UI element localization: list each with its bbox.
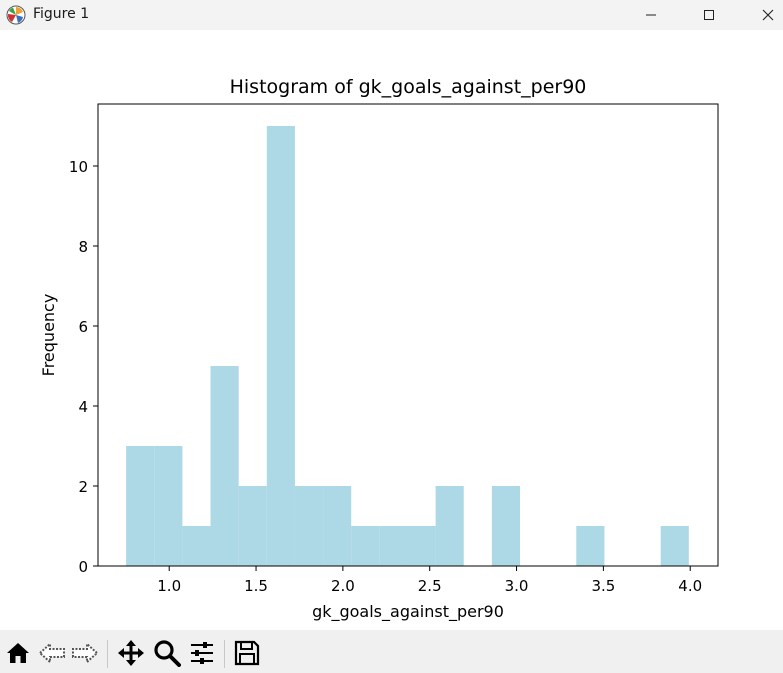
y-tick-label: 4 (78, 398, 88, 416)
histogram-bar (435, 486, 464, 566)
y-ticks-group: 0 2 4 6 8 10 (69, 158, 98, 576)
save-button[interactable] (232, 638, 262, 668)
close-button[interactable] (745, 0, 783, 30)
figure-canvas[interactable]: 1.0 1.5 2.0 2.5 3.0 3.5 4.0 0 2 4 6 8 10 Histogram … (0, 30, 783, 630)
x-tick-label: 1.5 (244, 577, 268, 595)
histogram-bar (154, 446, 183, 566)
zoom-button[interactable] (152, 638, 182, 668)
y-tick-label: 8 (78, 238, 88, 256)
minimize-icon (646, 14, 656, 16)
histogram-bar (323, 486, 352, 566)
y-axis-label: Frequency (39, 294, 58, 377)
x-tick-label: 3.5 (591, 577, 615, 595)
pan-icon (118, 640, 144, 666)
forward-button[interactable] (70, 638, 100, 668)
axes-frame (97, 103, 719, 567)
zoom-icon (154, 640, 181, 667)
x-tick-label: 4.0 (678, 577, 702, 595)
configure-subplots-icon (191, 642, 213, 664)
y-tick-label: 2 (78, 478, 88, 496)
histogram-bar (238, 486, 267, 566)
histogram-bar (407, 526, 436, 566)
histogram-bar (294, 486, 324, 566)
x-tick-label: 1.0 (157, 577, 181, 595)
histogram-bar (491, 486, 521, 566)
histogram-bar (576, 526, 605, 566)
home-icon (7, 643, 29, 663)
bars-group (126, 126, 689, 566)
title-bar: Figure 1 (0, 0, 783, 30)
x-tick-label: 2.5 (418, 577, 442, 595)
forward-icon (72, 641, 99, 665)
matplotlib-icon (6, 5, 26, 25)
y-tick-label: 10 (69, 158, 88, 176)
x-tick-label: 3.0 (505, 577, 529, 595)
back-button[interactable] (37, 638, 67, 668)
home-button[interactable] (3, 638, 33, 668)
histogram-bar (660, 526, 689, 566)
x-axis-label: gk_goals_against_per90 (312, 602, 504, 622)
x-ticks-group: 1.0 1.5 2.0 2.5 3.0 3.5 4.0 (157, 566, 702, 595)
maximize-button[interactable] (686, 0, 732, 30)
toolbar-separator (224, 640, 225, 668)
toolbar-separator (107, 640, 108, 668)
histogram-bar (266, 126, 295, 566)
histogram-bar (182, 526, 211, 566)
x-tick-label: 2.0 (331, 577, 355, 595)
navigation-toolbar (0, 630, 783, 673)
chart-title: Histogram of gk_goals_against_per90 (230, 76, 587, 98)
histogram-chart: 1.0 1.5 2.0 2.5 3.0 3.5 4.0 0 2 4 6 8 10 Histogram … (39, 76, 719, 622)
minimize-button[interactable] (628, 0, 674, 30)
window-title: Figure 1 (33, 6, 90, 22)
close-icon (762, 9, 774, 21)
histogram-bar (126, 446, 155, 566)
histogram-bar (379, 526, 408, 566)
y-tick-label: 6 (78, 318, 88, 336)
histogram-bar (351, 526, 380, 566)
configure-subplots-button[interactable] (187, 638, 217, 668)
back-icon (38, 641, 65, 665)
y-tick-label: 0 (78, 558, 88, 576)
pan-button[interactable] (116, 638, 146, 668)
save-icon (234, 640, 260, 666)
histogram-bar (210, 366, 239, 566)
maximize-icon (704, 10, 714, 20)
